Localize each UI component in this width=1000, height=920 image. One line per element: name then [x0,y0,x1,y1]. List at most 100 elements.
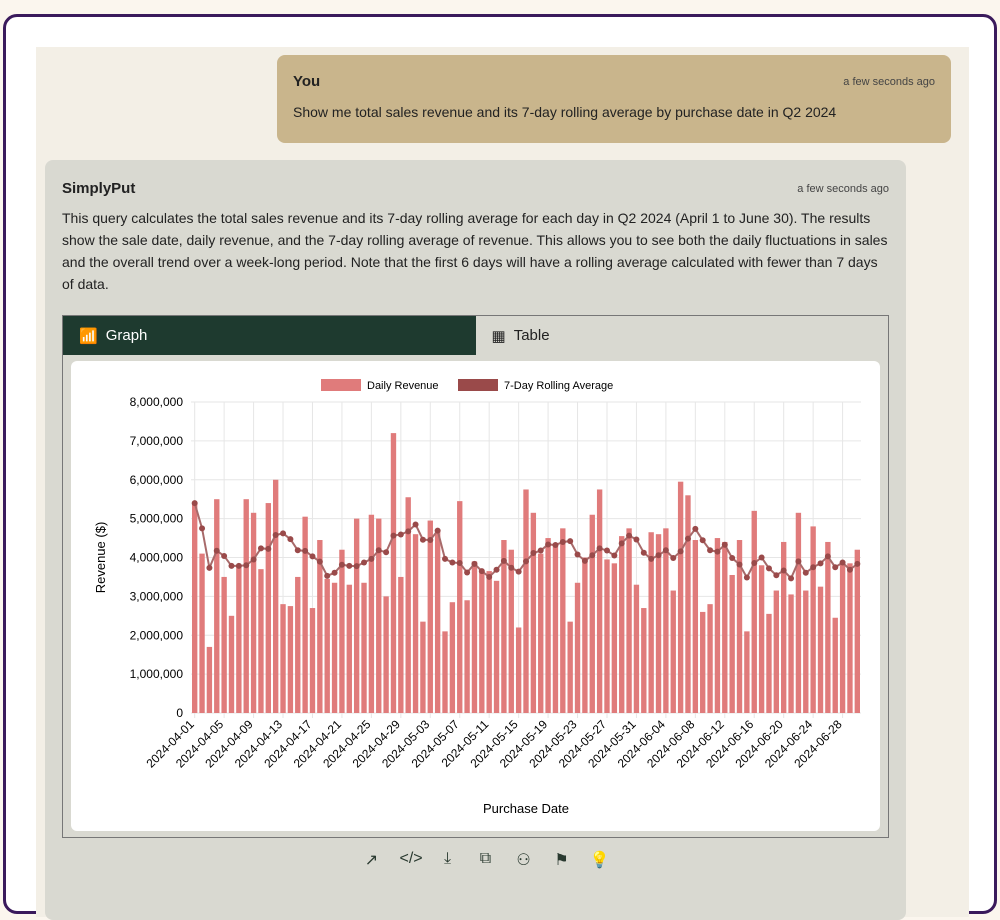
rolling-average-point [648,555,655,562]
bar-daily-revenue [817,586,824,713]
bar-daily-revenue [228,615,235,713]
rolling-average-point [338,561,345,568]
legend-swatch-rolling[interactable] [458,379,498,391]
rolling-average-point [677,548,684,555]
bar-daily-revenue [471,561,478,713]
rolling-average-point [802,569,809,576]
rolling-average-point [537,547,544,554]
assistant-message: SimplyPut a few seconds ago This query ca… [45,160,906,920]
rolling-average-point [552,542,559,549]
bar-daily-revenue [346,584,352,713]
rolling-average-point [486,573,493,580]
code-icon[interactable]: </> [399,850,423,867]
rolling-average-point [368,555,375,562]
rolling-average-point [478,568,485,575]
bar-daily-revenue [420,621,426,713]
assistant-time: a few seconds ago [797,182,889,195]
bar-daily-revenue [560,528,566,713]
y-tick-label: 7,000,000 [130,434,184,448]
bar-daily-revenue [368,514,375,713]
flag-icon[interactable]: ⚑ [554,852,569,869]
rolling-average-point [832,564,839,571]
rolling-average-point [434,527,441,534]
bar-daily-revenue [803,590,809,713]
bar-daily-revenue [309,608,316,713]
rolling-average-point [515,568,522,575]
bar-daily-revenue [265,503,271,713]
bar-daily-revenue [464,600,470,713]
bar-daily-revenue [302,516,308,713]
legend-swatch-daily[interactable] [321,379,361,391]
rolling-average-point [559,538,566,545]
download-icon[interactable]: ⤓ [443,850,452,867]
rolling-average-point [508,564,515,571]
bar-daily-revenue [582,557,588,713]
bar-daily-revenue [633,584,640,713]
bar-daily-revenue [515,627,522,713]
rolling-average-point [375,547,382,554]
rolling-average-point [640,549,647,556]
bar-daily-revenue [722,541,728,713]
bar-daily-revenue [663,528,669,713]
y-tick-label: 2,000,000 [130,628,184,642]
open-external-icon[interactable]: ↗ [364,852,379,869]
y-tick-label: 1,000,000 [130,667,184,681]
rolling-average-point [206,564,213,571]
bar-daily-revenue [214,499,220,713]
rolling-average-point [743,574,750,581]
bar-daily-revenue [530,512,537,713]
tab-table[interactable]: ▦ Table [476,316,889,355]
legend-daily-revenue[interactable]: Daily Revenue [367,380,439,392]
bar-daily-revenue [280,604,286,713]
bar-daily-revenue [641,608,647,713]
rolling-average-point [265,545,272,552]
y-tick-label: 6,000,000 [130,473,184,487]
user-author: You [293,73,321,90]
rolling-average-point [243,562,250,569]
copy-icon[interactable]: ⧉ [479,850,492,867]
rolling-average-point [221,552,228,559]
bar-daily-revenue [493,580,500,713]
user-share-icon[interactable]: ⚇ [516,852,531,869]
lightbulb-icon[interactable]: 💡 [589,852,610,869]
bar-daily-revenue [287,606,294,713]
bar-daily-revenue [353,518,360,713]
chart-container: 0 1,000,000 2,000,000 3,000,000 4,000,000 5,0… [71,361,880,831]
bar-daily-revenue [427,520,433,713]
bar-daily-revenue [545,538,551,713]
tab-graph[interactable]: 📶 Graph [63,316,476,355]
y-tick-label: 3,000,000 [130,589,184,603]
y-tick-label: 5,000,000 [130,512,184,526]
bar-daily-revenue [825,541,831,713]
revenue-chart: 0 1,000,000 2,000,000 3,000,000 4,000,000 5,0… [93,379,861,816]
rolling-average-point [824,553,831,560]
rolling-average-point [302,547,309,554]
legend-rolling-average[interactable]: 7-Day Rolling Average [504,380,613,392]
bar-daily-revenue [648,532,654,713]
bar-daily-revenue [324,578,330,713]
bar-daily-revenue [258,569,264,713]
rolling-average-point [309,553,316,560]
rolling-average-point [456,560,463,567]
rolling-average-point [707,547,714,554]
bar-daily-revenue [398,576,404,713]
bar-daily-revenue [501,540,507,713]
bar-daily-revenue [700,611,706,713]
rolling-average-point [199,525,206,532]
y-tick-label: 0 [176,706,183,720]
bar-daily-revenue [272,479,279,713]
rolling-average-point [383,549,390,556]
y-axis-title: Revenue ($) [93,522,108,594]
bar-daily-revenue [236,565,242,713]
bar-daily-revenue [626,528,632,713]
bar-daily-revenue [361,582,367,713]
rolling-average-point [795,558,802,565]
rolling-average-point [581,557,588,564]
bar-daily-revenue [221,576,227,713]
rolling-average-point [324,572,331,579]
bar-daily-revenue [552,543,559,713]
rolling-average-point [817,560,824,567]
rolling-average-point [751,560,758,567]
rolling-average-point [500,557,507,564]
bar-daily-revenue [508,549,514,713]
